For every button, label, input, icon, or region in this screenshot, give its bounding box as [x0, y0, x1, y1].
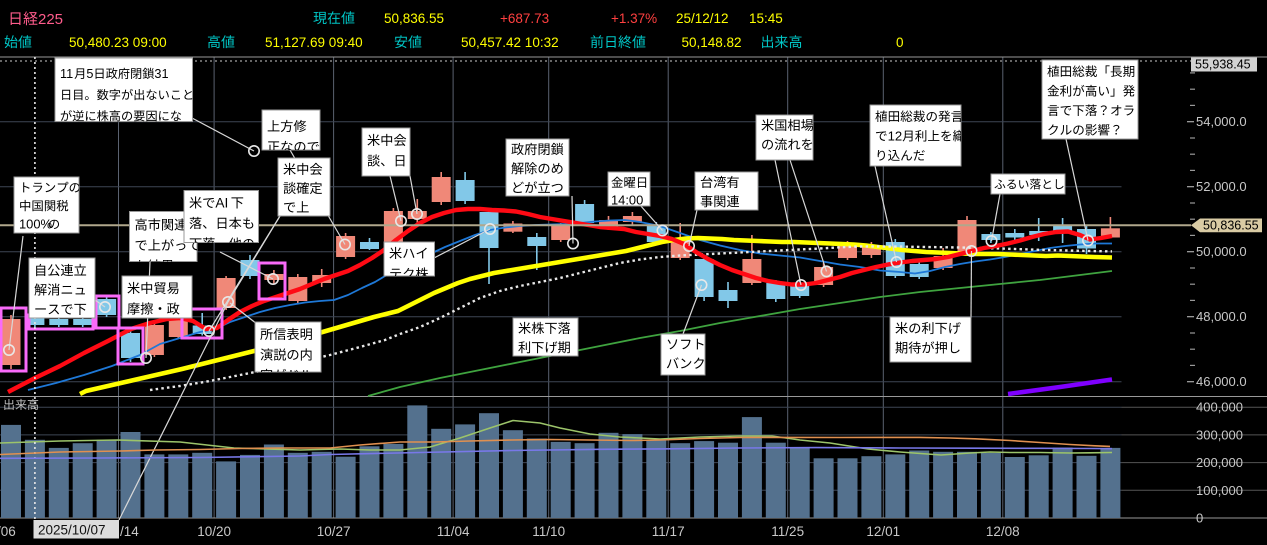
svg-text:0: 0	[896, 35, 904, 50]
svg-text:225: 225	[38, 11, 63, 28]
svg-text:10/06: 10/06	[0, 524, 16, 539]
svg-text:12/08: 12/08	[986, 524, 1020, 539]
svg-text:0: 0	[1196, 511, 1203, 526]
svg-text:25/12/12: 25/12/12	[676, 11, 729, 26]
svg-text:50,000.0: 50,000.0	[1196, 244, 1247, 259]
svg-text:50,480.23 09:00: 50,480.23 09:00	[69, 35, 167, 50]
svg-text:11/04: 11/04	[437, 524, 470, 539]
svg-text:+1.37%: +1.37%	[611, 11, 657, 26]
svg-text:52,000.0: 52,000.0	[1196, 179, 1247, 194]
svg-text:11: 11	[60, 67, 73, 81]
svg-text:200,000: 200,000	[1196, 455, 1243, 470]
svg-text:46,000.0: 46,000.0	[1196, 374, 1247, 389]
svg-text:12/01: 12/01	[866, 524, 900, 539]
svg-text:400,000: 400,000	[1196, 400, 1243, 415]
svg-text:11/17: 11/17	[652, 524, 685, 539]
svg-text:12: 12	[888, 129, 903, 144]
svg-text:11/25: 11/25	[771, 524, 804, 539]
svg-text:2025/10/07: 2025/10/07	[38, 523, 106, 538]
svg-text:50,836.55: 50,836.55	[384, 11, 444, 26]
svg-text:10/27: 10/27	[317, 524, 351, 539]
svg-text:100%: 100%	[19, 217, 52, 232]
svg-text:50,148.82: 50,148.82	[682, 35, 742, 50]
svg-text:14:00: 14:00	[611, 193, 643, 208]
svg-text:51,127.69 09:40: 51,127.69 09:40	[265, 35, 363, 50]
svg-text:300,000: 300,000	[1196, 427, 1243, 442]
svg-text:15:45: 15:45	[749, 11, 783, 26]
svg-text:50,457.42 10:32: 50,457.42 10:32	[461, 35, 559, 50]
svg-text:11/10: 11/10	[532, 524, 565, 539]
svg-text:55,938.45: 55,938.45	[1195, 58, 1251, 72]
svg-text:48,000.0: 48,000.0	[1196, 309, 1247, 324]
svg-text:10/20: 10/20	[197, 524, 231, 539]
svg-text:100,000: 100,000	[1196, 483, 1243, 498]
svg-text:54,000.0: 54,000.0	[1196, 114, 1247, 129]
svg-text:31: 31	[154, 67, 168, 81]
svg-text:+687.73: +687.73	[500, 11, 549, 26]
svg-text:50,836.55: 50,836.55	[1203, 219, 1259, 233]
svg-text:AI: AI	[215, 196, 228, 211]
svg-text:/14: /14	[120, 524, 139, 539]
svg-text:5: 5	[86, 67, 93, 81]
